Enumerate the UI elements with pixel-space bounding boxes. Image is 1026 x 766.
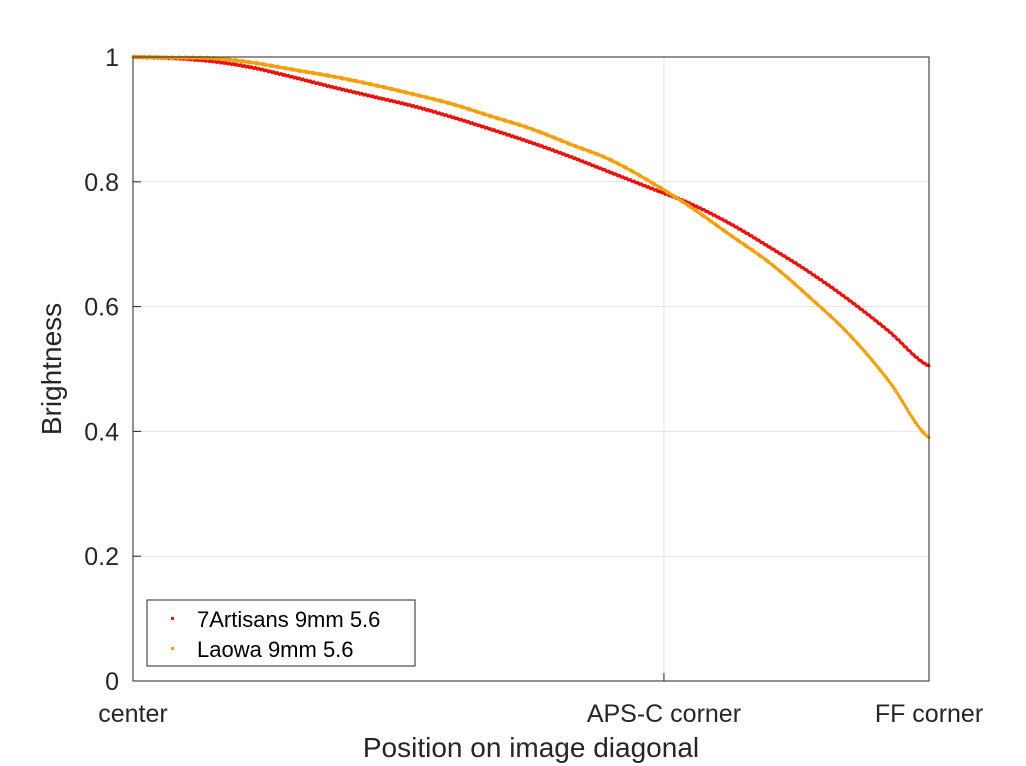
- ticks: 0 0.2 0.4 0.6 0.8 1 center APS-C corner FF corne…: [84, 44, 983, 728]
- y-tick-label: 1: [105, 44, 119, 72]
- y-tick-label: 0.4: [84, 418, 119, 446]
- legend-marker-7artisans: [171, 617, 174, 620]
- x-tick-label: FF corner: [875, 700, 983, 728]
- data-point: [569, 142, 573, 146]
- data-point: [410, 104, 413, 108]
- data-point: [330, 74, 334, 78]
- data-point: [251, 61, 254, 65]
- legend-label-laowa: Laowa 9mm 5.6: [197, 637, 354, 662]
- data-point: [450, 115, 453, 119]
- y-tick-label: 0.8: [84, 169, 119, 197]
- y-axis-label: Brightness: [36, 303, 67, 435]
- data-point: [808, 270, 811, 274]
- data-point: [529, 127, 533, 131]
- series-layer: [131, 54, 931, 440]
- data-point: [370, 83, 374, 86]
- x-tick-label: APS-C corner: [587, 700, 741, 728]
- x-axis-label: Position on image diagonal: [363, 732, 699, 763]
- data-point: [410, 92, 413, 96]
- data-point: [688, 205, 692, 209]
- data-point: [529, 141, 533, 144]
- plot-background: [133, 57, 929, 681]
- data-point: [728, 222, 732, 226]
- data-point: [728, 233, 732, 237]
- plot-frame: [132, 56, 930, 682]
- data-point: [489, 127, 493, 131]
- y-tick-label: 0.6: [84, 294, 119, 322]
- legend-marker-laowa: [171, 647, 174, 650]
- x-tick-label: center: [98, 700, 167, 728]
- data-point: [450, 102, 453, 106]
- y-tick-label: 0: [105, 668, 119, 696]
- legend: 7Artisans 9mm 5.6 Laowa 9mm 5.6: [146, 599, 416, 667]
- data-point: [489, 114, 493, 118]
- data-point: [768, 245, 772, 249]
- grid: [133, 57, 929, 681]
- legend-box: [146, 599, 416, 667]
- data-point: [609, 171, 612, 174]
- y-tick-label: 0.2: [84, 543, 119, 571]
- data-point: [848, 333, 851, 337]
- data-point: [569, 155, 573, 159]
- data-point: [649, 180, 652, 184]
- data-point: [848, 298, 851, 302]
- data-point: [290, 75, 294, 79]
- data-point: [887, 330, 891, 333]
- legend-label-7artisans: 7Artisans 9mm 5.6: [197, 607, 380, 632]
- data-point: [290, 68, 294, 71]
- data-point: [211, 56, 215, 60]
- data-point: [330, 85, 334, 89]
- data-point: [370, 94, 374, 98]
- data-point: [609, 158, 612, 162]
- data-point: [887, 380, 891, 383]
- data-point: [808, 295, 811, 299]
- data-point: [251, 66, 254, 70]
- data-point: [768, 261, 772, 265]
- data-point: [211, 59, 215, 63]
- data-point: [649, 186, 652, 190]
